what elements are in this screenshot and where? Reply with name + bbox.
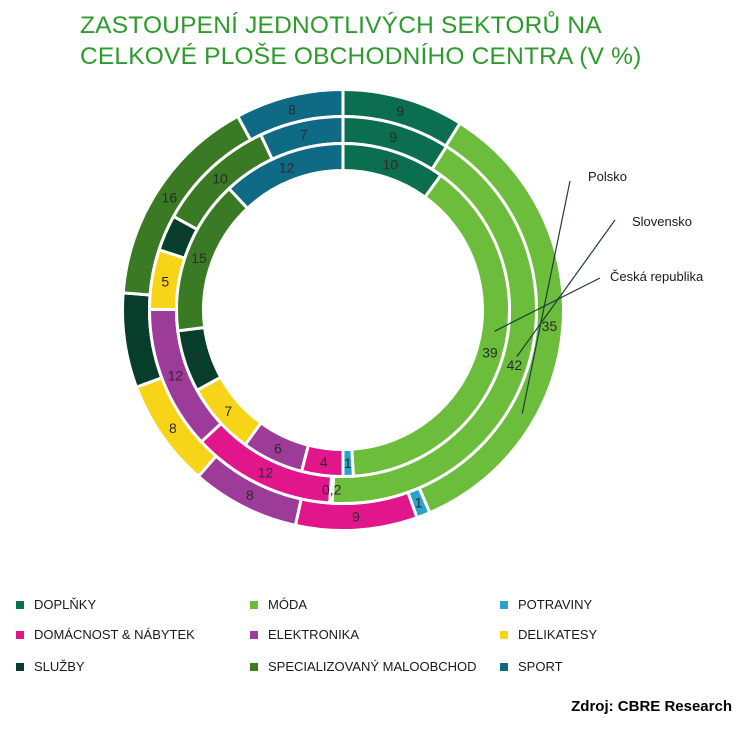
legend-item-doplnky: DOPLŇKY [16, 597, 96, 612]
legend-item-elektronika: ELEKTRONIKA [250, 627, 359, 642]
legend-swatch-sluzby [16, 662, 24, 671]
value-label-ceska-republika-sport: 12 [279, 160, 295, 176]
value-label-polsko-sport: 8 [288, 101, 296, 117]
segment-ceska-republika-sport [226, 141, 345, 211]
value-label-polsko-specializovany-maloobchod: 16 [162, 189, 178, 205]
value-label-ceska-republika-delikatesy: 7 [224, 403, 232, 419]
value-label-slovensko-moda: 42 [507, 357, 523, 373]
legend-label-specializovany-maloobchod: SPECIALIZOVANÝ MALOOBCHOD [268, 659, 477, 674]
value-label-ceska-republika-specializovany-maloobchod: 15 [191, 250, 207, 266]
value-label-slovensko-doplnky: 9 [389, 129, 397, 145]
legend-label-moda: MÓDA [268, 597, 307, 612]
legend-swatch-delikatesy [500, 630, 508, 639]
value-label-slovensko-specializovany-maloobchod: 10 [212, 171, 228, 187]
callout-line-polsko [521, 180, 571, 414]
legend-swatch-doplnky [16, 600, 24, 609]
legend-item-delikatesy: DELIKATESY [500, 627, 597, 642]
chart-title: ZASTOUPENÍ JEDNOTLIVÝCH SEKTORŮ NA CELKO… [80, 12, 642, 70]
legend-swatch-specializovany-maloobchod [250, 662, 258, 671]
value-label-ceska-republika-elektronika: 6 [274, 440, 282, 456]
value-label-slovensko-sport: 7 [300, 126, 308, 142]
legend-label-delikatesy: DELIKATESY [518, 627, 598, 642]
legend-label-doplnky: DOPLŇKY [34, 597, 97, 612]
value-label-polsko-potraviny: 1 [415, 495, 423, 511]
legend-item-potraviny: POTRAVINY [500, 597, 592, 612]
value-label-polsko-doplnky: 9 [396, 103, 404, 119]
value-label-ceska-republika-moda: 39 [482, 345, 498, 361]
legend-label-sluzby: SLUŽBY [34, 659, 85, 674]
value-label-slovensko-elektronika: 12 [168, 368, 184, 384]
value-label-polsko-delikatesy: 8 [169, 420, 177, 436]
value-label-slovensko-delikatesy: 5 [161, 273, 169, 289]
value-label-polsko-sluzby: 7 [134, 331, 142, 347]
series-label-slovensko: Slovensko [632, 214, 692, 229]
value-label-slovensko-domacnost-and-nabytek: 12 [258, 464, 274, 480]
value-label-polsko-moda: 35 [542, 318, 558, 334]
legend-label-potraviny: POTRAVINY [518, 597, 593, 612]
value-label-ceska-republika-doplnky: 10 [382, 156, 398, 172]
legend-swatch-potraviny [500, 600, 508, 609]
value-label-polsko-domacnost-and-nabytek: 9 [352, 509, 360, 525]
value-label-ceska-republika-domacnost-and-nabytek: 4 [320, 454, 328, 470]
legend-swatch-sport [500, 662, 508, 671]
callout-line-slovensko [516, 219, 616, 357]
value-label-ceska-republika-potraviny: 1 [344, 455, 352, 471]
legend-label-sport: SPORT [518, 659, 563, 674]
legend-item-domacnost-and-nabytek: DOMÁCNOST & NÁBYTEK [16, 627, 195, 642]
legend-item-specializovany-maloobchod: SPECIALIZOVANÝ MALOOBCHOD [250, 659, 477, 674]
chart-legend: DOPLŇKY MÓDA POTRAVINY DOMÁCNOST & NÁBYTEK E… [0, 590, 746, 690]
legend-label-domacnost-and-nabytek: DOMÁCNOST & NÁBYTEK [34, 627, 195, 642]
value-label-slovensko-sluzby: 3 [174, 230, 182, 246]
legend-item-sport: SPORT [500, 659, 563, 674]
donut-chart: 935198871689420,21212531071039146761512P… [121, 87, 704, 532]
value-label-ceska-republika-sluzby: 6 [194, 349, 202, 365]
source-note: Zdroj: CBRE Research [571, 698, 732, 715]
series-label-polsko: Polsko [588, 169, 627, 184]
series-label-ceska-republika: Česká republika [610, 269, 704, 284]
value-label-polsko-elektronika: 8 [246, 487, 254, 503]
legend-swatch-domacnost-and-nabytek [16, 630, 24, 639]
legend-item-moda: MÓDA [250, 597, 307, 612]
legend-swatch-elektronika [250, 630, 258, 639]
legend-swatch-moda [250, 600, 258, 609]
value-label-slovensko-potraviny: 0,2 [322, 482, 342, 498]
legend-label-elektronika: ELEKTRONIKA [268, 627, 360, 642]
legend-item-sluzby: SLUŽBY [16, 659, 85, 674]
callout-line-ceska-republika [494, 277, 601, 332]
